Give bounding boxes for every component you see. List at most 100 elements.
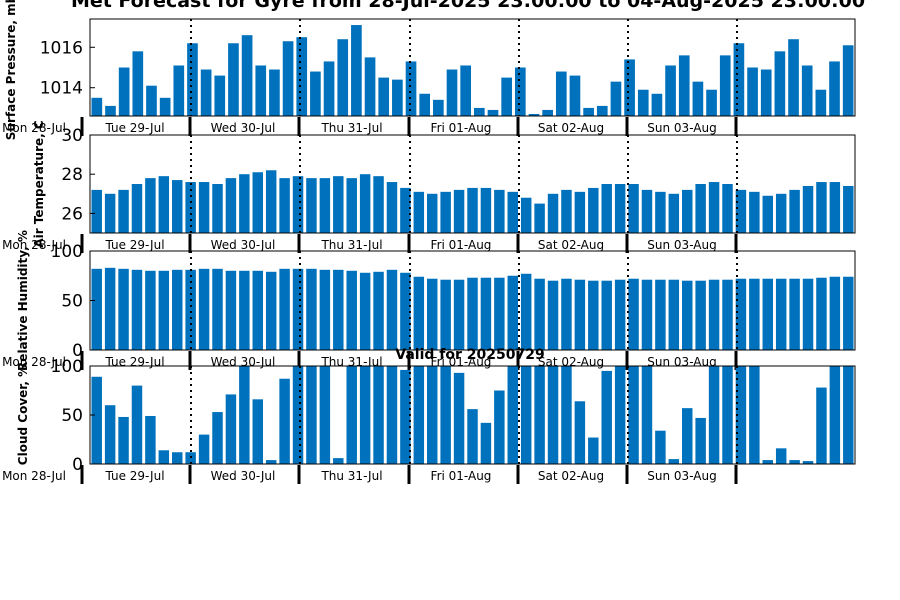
day-tick-label: Sun 03-Aug	[647, 238, 716, 252]
bar	[400, 187, 411, 233]
bar	[637, 89, 649, 116]
bar	[555, 71, 567, 116]
bar	[145, 270, 156, 350]
bar	[212, 412, 223, 464]
bar	[641, 279, 653, 350]
bar	[373, 176, 384, 233]
bar	[386, 269, 398, 350]
bar	[200, 69, 212, 116]
y-axis-label: Relative Humidity, %	[16, 230, 30, 371]
bar	[474, 107, 485, 116]
bar	[104, 267, 116, 350]
day-tick-label: Tue 29-Jul	[104, 121, 164, 135]
bar	[614, 279, 626, 350]
bar	[628, 184, 639, 233]
bar	[187, 43, 198, 116]
bar	[239, 366, 250, 464]
bar	[159, 97, 171, 116]
bar	[843, 366, 854, 464]
bar	[547, 366, 559, 464]
day-tick-label: Thu 31-Jul	[320, 238, 382, 252]
bar	[296, 37, 308, 116]
bar	[359, 272, 371, 350]
bar	[105, 105, 116, 116]
day-tick-label: Tue 29-Jul	[104, 355, 164, 369]
bar	[145, 178, 156, 233]
day-tick-label: Thu 31-Jul	[320, 121, 382, 135]
bar	[132, 51, 144, 116]
bar	[651, 93, 663, 116]
bar	[306, 268, 317, 350]
bar	[682, 189, 693, 233]
bar	[351, 25, 362, 117]
bar	[561, 278, 572, 350]
bar	[173, 65, 185, 116]
bar	[574, 191, 586, 233]
bar	[279, 178, 290, 233]
bar	[225, 270, 237, 350]
bar	[628, 366, 639, 464]
bar	[610, 81, 622, 116]
bar	[588, 187, 599, 233]
bar	[269, 69, 280, 116]
bar	[574, 401, 586, 464]
bar	[706, 89, 717, 116]
bar	[829, 366, 841, 464]
bar	[364, 57, 376, 116]
y-tick-label: 0	[72, 341, 83, 361]
bar	[346, 366, 357, 464]
y-axis-label: Cloud Cover, %	[16, 365, 30, 465]
bar	[842, 45, 854, 116]
bar	[118, 268, 129, 350]
bar	[446, 69, 458, 116]
bar	[198, 434, 210, 464]
bar	[419, 93, 431, 116]
bar	[775, 278, 787, 350]
bar	[91, 376, 102, 464]
bar	[279, 268, 290, 350]
bar	[118, 67, 130, 116]
bar	[692, 81, 704, 116]
y-tick-label: 1016	[40, 38, 83, 58]
bar	[131, 269, 143, 350]
y-tick-label: 100	[51, 357, 83, 377]
bar	[816, 387, 827, 464]
bar	[467, 277, 478, 350]
bar	[601, 184, 612, 233]
bar	[172, 269, 183, 350]
bar	[520, 197, 532, 233]
bar	[185, 269, 196, 350]
bar	[802, 185, 814, 233]
day-tick-label: Sat 02-Aug	[538, 469, 604, 483]
bar	[292, 176, 304, 233]
bar	[405, 61, 417, 116]
bar	[158, 270, 170, 350]
bar	[239, 174, 250, 233]
bar	[561, 366, 572, 464]
bar	[337, 39, 349, 116]
bar	[601, 370, 612, 464]
bar	[467, 187, 478, 233]
y-axis-label: Surface Pressure, mb	[4, 0, 18, 140]
bar	[400, 369, 411, 464]
bar	[588, 280, 599, 350]
bar	[487, 109, 499, 116]
day-tick-label: Wed 30-Jul	[211, 238, 276, 252]
bar	[333, 458, 344, 464]
bar	[145, 415, 156, 464]
bar	[528, 113, 540, 116]
bar	[131, 385, 143, 464]
bar	[198, 268, 210, 350]
bar	[427, 278, 438, 350]
bar	[185, 452, 196, 464]
y-tick-label: 1014	[40, 79, 83, 99]
bar	[494, 390, 505, 464]
day-tick-label: Mon 28-Jul	[2, 469, 66, 483]
bar	[306, 366, 317, 464]
bar	[815, 89, 827, 116]
day-tick-label: Sun 03-Aug	[647, 121, 716, 135]
bar	[722, 366, 733, 464]
bar	[306, 178, 317, 233]
day-tick-label: Sat 02-Aug	[538, 238, 604, 252]
